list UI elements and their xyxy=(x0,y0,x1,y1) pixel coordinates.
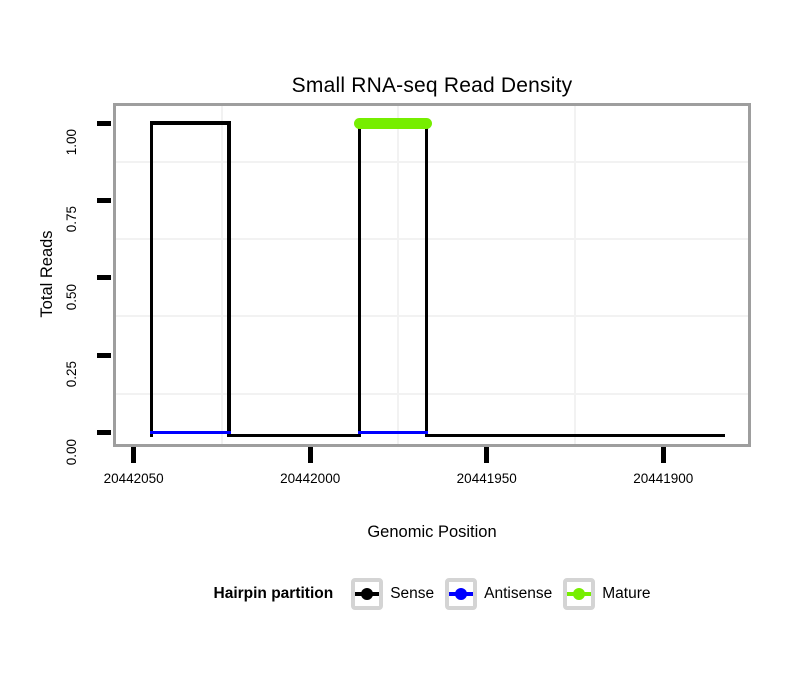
x-tick-label: 20442000 xyxy=(280,471,341,486)
y-minor-gridline xyxy=(116,315,748,318)
legend-entries: Sense Antisense Mature xyxy=(351,578,650,610)
y-tick-label: 0.25 xyxy=(64,361,79,388)
sense-line-segment xyxy=(149,121,154,438)
legend-label: Sense xyxy=(390,585,435,602)
x-tick-label: 20441950 xyxy=(456,471,517,486)
x-minor-gridline xyxy=(220,106,223,444)
legend-key-sense-icon xyxy=(351,578,384,610)
y-minor-gridline xyxy=(116,238,748,241)
legend-entry-mature: Mature xyxy=(563,578,650,610)
y-tick-mark xyxy=(97,430,111,436)
legend-entry-sense: Sense xyxy=(351,578,434,610)
legend-label: Antisense xyxy=(484,585,553,602)
antisense-line-segment xyxy=(357,430,429,435)
sense-line-segment xyxy=(227,433,362,438)
x-tick-mark xyxy=(131,447,137,463)
x-tick-mark xyxy=(660,447,666,463)
plot-panel xyxy=(113,103,751,447)
x-tick-mark xyxy=(307,447,313,463)
x-tick-label: 20441900 xyxy=(633,471,694,486)
x-minor-gridline xyxy=(573,106,576,444)
y-tick-label: 1.00 xyxy=(64,129,79,156)
sense-line-segment xyxy=(424,121,429,438)
legend-title: Hairpin partition xyxy=(213,585,334,602)
mature-line-segment xyxy=(354,117,433,129)
legend-label: Mature xyxy=(602,585,651,602)
antisense-line-segment xyxy=(149,430,231,435)
y-tick-label: 0.00 xyxy=(64,438,79,465)
legend-entry-antisense: Antisense xyxy=(445,578,552,610)
legend-key-dot xyxy=(361,588,374,600)
y-tick-mark xyxy=(97,352,111,358)
y-minor-gridline xyxy=(116,160,748,163)
legend: Hairpin partition Sense Antisense Mature xyxy=(116,576,748,612)
legend-key-dot xyxy=(573,588,586,600)
y-minor-gridline xyxy=(116,392,748,395)
y-axis-title: Total Reads xyxy=(38,230,56,318)
y-tick-mark xyxy=(97,275,111,281)
legend-key-dot xyxy=(455,588,468,600)
y-tick-label: 0.75 xyxy=(64,206,79,233)
sense-line-segment xyxy=(424,433,726,438)
chart-title: Small RNA-seq Read Density xyxy=(291,74,573,97)
legend-key-antisense-icon xyxy=(445,578,478,610)
x-tick-label: 20442050 xyxy=(103,471,164,486)
x-minor-gridline xyxy=(397,106,400,444)
y-tick-mark xyxy=(97,197,111,203)
y-tick-mark xyxy=(97,120,111,126)
legend-key-mature-icon xyxy=(563,578,596,610)
sense-line-segment xyxy=(357,121,362,438)
y-tick-label: 0.50 xyxy=(64,283,79,311)
sense-line-segment xyxy=(227,121,231,438)
x-axis-title: Genomic Position xyxy=(367,523,497,541)
sense-line-segment xyxy=(149,121,231,125)
x-tick-mark xyxy=(484,447,490,463)
